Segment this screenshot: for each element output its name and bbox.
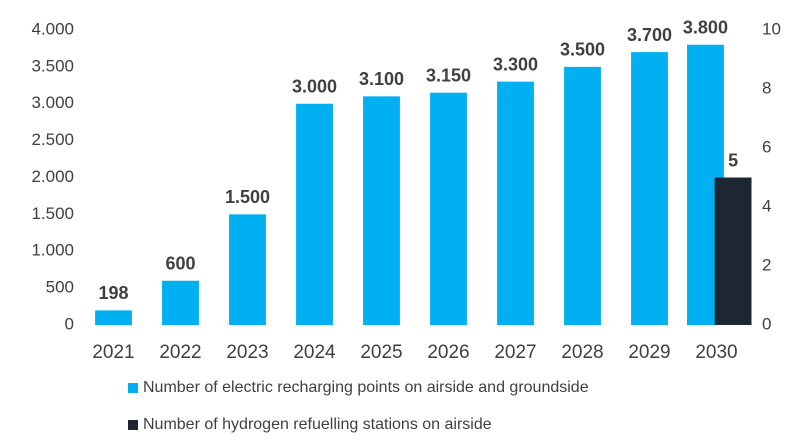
value-label: 3.500	[560, 40, 605, 60]
bar	[714, 177, 752, 325]
x-tick-label: 2025	[360, 342, 402, 363]
y2-tick-label: 2	[762, 255, 771, 274]
bar	[497, 81, 534, 325]
value-label: 600	[165, 254, 195, 274]
x-tick-label: 2021	[92, 342, 134, 363]
bar	[296, 103, 333, 325]
value-label: 3.700	[627, 25, 672, 45]
value-label: 1.500	[225, 187, 270, 207]
x-tick-label: 2024	[293, 342, 336, 363]
y-tick-label: 500	[46, 278, 74, 297]
y-tick-label: 3.500	[31, 56, 74, 75]
value-label: 3.100	[359, 69, 404, 89]
bar	[631, 52, 668, 325]
y-tick-label: 3.000	[31, 93, 74, 112]
bar	[363, 96, 400, 325]
value-label: 3.800	[683, 18, 728, 38]
y-tick-label: 1.500	[31, 204, 74, 223]
x-tick-label: 2026	[427, 342, 469, 363]
value-label: 3.000	[292, 77, 337, 97]
value-label: 5	[728, 150, 738, 170]
y2-tick-label: 0	[762, 314, 771, 333]
y2-tick-label: 10	[762, 19, 781, 38]
bar	[162, 280, 199, 325]
x-tick-label: 2023	[226, 342, 268, 363]
legend-label: Number of electric recharging points on …	[143, 379, 589, 396]
legend-swatch	[128, 383, 138, 393]
x-tick-label: 2030	[695, 342, 737, 363]
y2-tick-label: 8	[762, 78, 771, 97]
y-tick-label: 2.500	[31, 130, 74, 149]
y2-tick-label: 6	[762, 137, 771, 156]
bar	[430, 92, 467, 325]
x-tick-label: 2028	[561, 342, 603, 363]
y2-tick-label: 4	[762, 196, 771, 215]
y-tick-label: 0	[65, 314, 74, 333]
value-label: 3.300	[493, 54, 538, 74]
bar	[229, 214, 266, 325]
y-tick-label: 2.000	[31, 167, 74, 186]
legend-swatch	[128, 420, 138, 430]
y-tick-label: 4.000	[31, 19, 74, 38]
bar	[564, 66, 601, 325]
x-tick-label: 2027	[494, 342, 536, 363]
value-label: 3.150	[426, 65, 471, 85]
legend-label: Number of hydrogen refuelling stations o…	[143, 416, 492, 433]
y-tick-label: 1.000	[31, 241, 74, 260]
bar	[95, 310, 132, 325]
x-tick-label: 2022	[159, 342, 201, 363]
x-tick-label: 2029	[628, 342, 670, 363]
value-label: 198	[98, 283, 128, 303]
